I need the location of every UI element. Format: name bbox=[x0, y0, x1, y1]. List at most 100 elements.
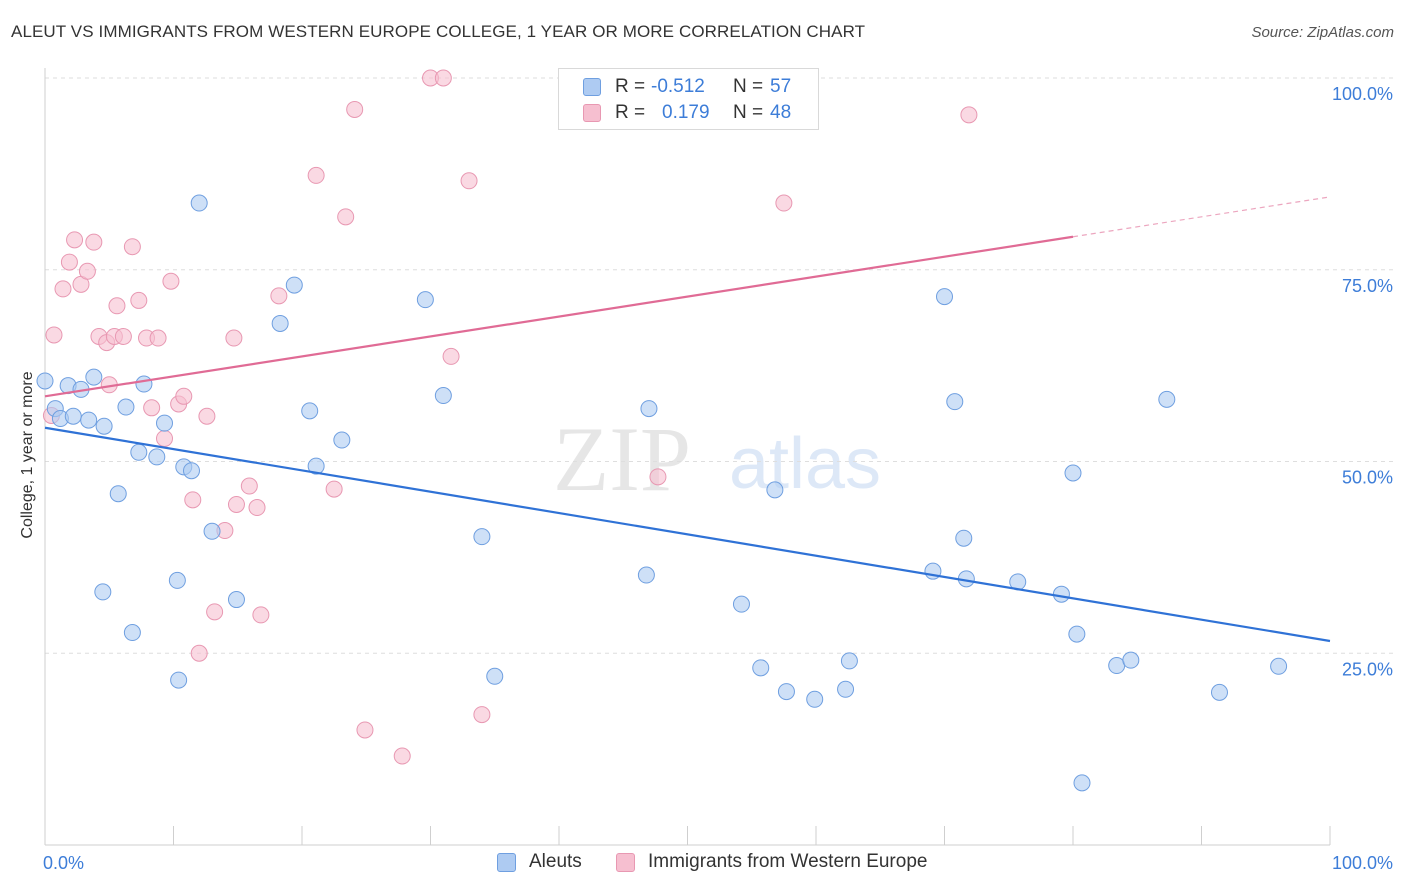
aleuts-point bbox=[1210, 683, 1228, 701]
immigrants-point bbox=[473, 706, 491, 724]
immigrants-point bbox=[960, 106, 978, 124]
immigrants-point bbox=[66, 231, 84, 249]
aleuts-point bbox=[156, 414, 174, 432]
y-tick-label: 100.0% bbox=[1332, 84, 1393, 104]
aleuts-point bbox=[80, 411, 98, 429]
immigrants-point bbox=[240, 477, 258, 495]
aleuts-point bbox=[227, 591, 245, 609]
aleuts-point bbox=[271, 314, 289, 332]
immigrants-point bbox=[54, 280, 72, 298]
aleuts-point bbox=[777, 683, 795, 701]
aleuts-point bbox=[307, 457, 325, 475]
aleuts-point bbox=[123, 624, 141, 642]
immigrants-point bbox=[393, 747, 411, 765]
stats-legend: R = -0.512 N = 57 R = 0.179 N = 48 bbox=[558, 68, 819, 130]
immigrants-point bbox=[184, 491, 202, 509]
aleuts-point bbox=[1270, 657, 1288, 675]
aleuts-legend-swatch bbox=[497, 853, 516, 872]
watermark-atlas: atlas bbox=[729, 424, 881, 504]
aleuts-point bbox=[766, 481, 784, 499]
immigrants-point bbox=[252, 606, 270, 624]
legend-label-immigrants: Immigrants from Western Europe bbox=[648, 851, 928, 872]
aleuts-point bbox=[170, 671, 188, 689]
immigrants-point bbox=[442, 347, 460, 365]
immigrants-point bbox=[60, 253, 78, 271]
immigrants-point bbox=[248, 499, 266, 517]
trend-layer bbox=[44, 196, 1331, 643]
immigrants-point bbox=[45, 326, 63, 344]
immigrants-point bbox=[156, 429, 174, 447]
y-tick-label: 50.0% bbox=[1342, 468, 1393, 488]
immigrants-point bbox=[114, 327, 132, 345]
immigrants-point bbox=[108, 297, 126, 315]
immigrants-point bbox=[325, 480, 343, 498]
aleuts-point bbox=[148, 448, 166, 466]
aleuts-point bbox=[135, 375, 153, 393]
immigrants-point bbox=[130, 291, 148, 309]
aleuts-point bbox=[1052, 585, 1070, 603]
immigrants-legend-swatch bbox=[616, 853, 635, 872]
aleuts-point bbox=[203, 522, 221, 540]
immigrants-point bbox=[190, 644, 208, 662]
aleuts-point bbox=[434, 387, 452, 405]
aleuts-point bbox=[1108, 657, 1126, 675]
x-tick-label: 0.0% bbox=[43, 853, 84, 873]
immigrants-point bbox=[206, 603, 224, 621]
aleuts-point bbox=[94, 583, 112, 601]
n-label: N = bbox=[733, 102, 764, 123]
immigrants-trend-extension bbox=[1072, 196, 1331, 238]
aleuts-point bbox=[285, 276, 303, 294]
immigrants-point bbox=[434, 69, 452, 87]
aleuts-point bbox=[637, 566, 655, 584]
aleuts-trend-line bbox=[44, 426, 1331, 643]
aleuts-point bbox=[1064, 464, 1082, 482]
aleuts-point bbox=[95, 417, 113, 435]
immigrants-trend-line bbox=[44, 235, 1074, 398]
r-value: -0.512 bbox=[651, 76, 705, 97]
aleuts-point bbox=[1122, 651, 1140, 669]
immigrants-point bbox=[198, 407, 216, 425]
immigrants-point bbox=[225, 329, 243, 347]
axis-layer bbox=[44, 68, 1331, 846]
aleuts-point bbox=[1068, 625, 1086, 643]
aleuts-point bbox=[946, 393, 964, 411]
immigrants-point bbox=[307, 166, 325, 184]
r-label: R = bbox=[615, 76, 646, 97]
aleuts-point bbox=[85, 368, 103, 386]
immigrants-point bbox=[775, 194, 793, 212]
y-tick-label: 25.0% bbox=[1342, 659, 1393, 679]
r-label: R = bbox=[615, 102, 646, 123]
aleuts-point bbox=[416, 291, 434, 309]
immigrants-point bbox=[123, 238, 141, 256]
aleuts-point bbox=[640, 400, 658, 418]
immigrants-point bbox=[162, 272, 180, 290]
aleuts-points-layer bbox=[36, 194, 1288, 792]
aleuts-point bbox=[936, 288, 953, 306]
n-value: 57 bbox=[770, 76, 792, 97]
source-note: Source: ZipAtlas.com bbox=[1251, 24, 1394, 41]
aleuts-point bbox=[955, 529, 973, 547]
immigrants-point bbox=[346, 100, 364, 118]
aleuts-point bbox=[840, 652, 858, 670]
immigrants-point bbox=[149, 329, 167, 347]
aleuts-point bbox=[1073, 774, 1091, 792]
immigrants-point bbox=[85, 233, 103, 251]
aleuts-point bbox=[64, 407, 82, 425]
aleuts-point bbox=[36, 372, 54, 390]
n-value: 48 bbox=[770, 102, 792, 123]
series-legend: Aleuts Immigrants from Western Europe bbox=[0, 851, 1406, 877]
immigrants-point bbox=[337, 208, 355, 226]
aleuts-point bbox=[190, 194, 208, 212]
aleuts-point bbox=[752, 659, 770, 677]
r-value: 0.179 bbox=[662, 102, 710, 123]
aleuts-point bbox=[837, 680, 855, 698]
aleuts-point bbox=[732, 595, 750, 613]
immigrants-points-layer bbox=[42, 69, 978, 765]
aleuts-point bbox=[117, 398, 135, 416]
immigrants-point bbox=[143, 399, 161, 417]
aleuts-point bbox=[168, 571, 186, 589]
y-tick-label: 75.0% bbox=[1342, 276, 1393, 296]
immigrants-point bbox=[270, 287, 288, 305]
aleuts-point bbox=[806, 690, 824, 708]
